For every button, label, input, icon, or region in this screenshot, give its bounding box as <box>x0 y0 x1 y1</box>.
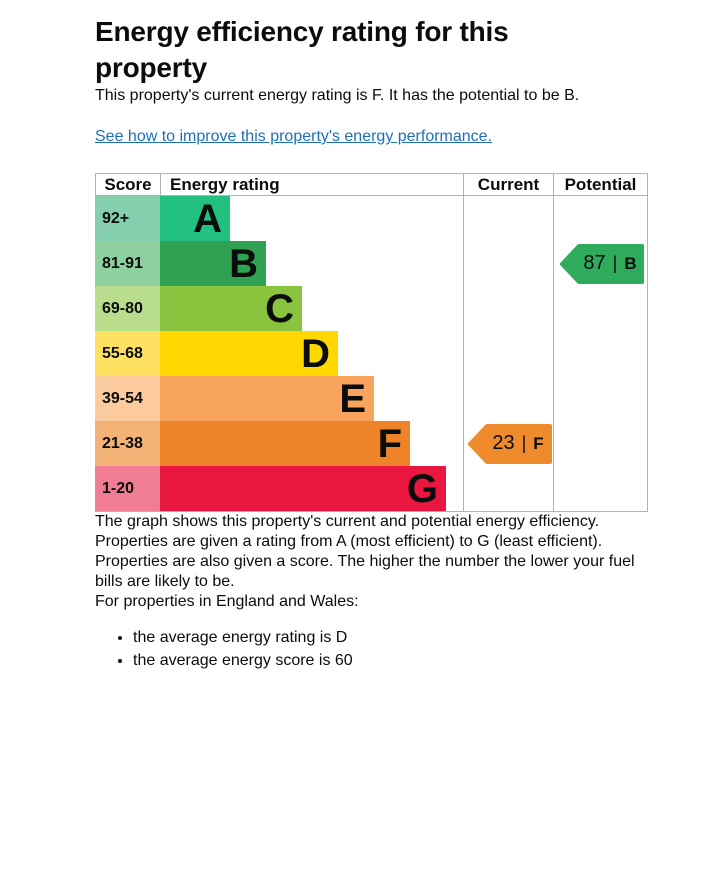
column-header-current: Current <box>463 173 553 196</box>
score-range-b: 81-91 <box>95 241 160 286</box>
current-cell-c <box>463 286 553 331</box>
rating-bar-a: A <box>160 196 230 241</box>
potential-rating-arrow: 87 | B <box>559 243 645 285</box>
rating-bar-b: B <box>160 241 266 286</box>
current-score-value: 23 <box>492 432 515 454</box>
rating-bar-cell-c: C <box>160 286 463 331</box>
rating-bar-cell-g: G <box>160 466 463 511</box>
score-range-a: 92+ <box>95 196 160 241</box>
current-rating-arrow: 23 | F <box>467 423 553 465</box>
score-range-g: 1-20 <box>95 466 160 511</box>
current-cell-f: 23 | F <box>463 421 553 466</box>
rating-bar-cell-b: B <box>160 241 463 286</box>
page-content: Energy efficiency rating for this proper… <box>0 0 650 702</box>
column-header-score: Score <box>95 173 160 196</box>
current-arrow-shape <box>468 423 552 464</box>
current-divider: | <box>521 433 527 453</box>
potential-score-value: 87 <box>583 252 606 274</box>
potential-arrow-shape <box>560 243 644 284</box>
current-cell-g <box>463 466 553 511</box>
score-range-e: 39-54 <box>95 376 160 421</box>
rating-bar-cell-a: A <box>160 196 463 241</box>
current-arrow-label: 23 | F <box>485 423 551 465</box>
averages-list: the average energy rating is D the avera… <box>95 626 650 672</box>
england-wales-intro-text: For properties in England and Wales: <box>95 593 359 610</box>
current-band-letter: F <box>533 433 544 453</box>
improve-performance-link[interactable]: See how to improve this property's energ… <box>95 128 493 145</box>
potential-band-letter: B <box>624 253 637 273</box>
average-rating-item: the average energy rating is D <box>133 626 650 649</box>
intro-text: This property's current energy rating is… <box>95 87 580 104</box>
score-range-c: 69-80 <box>95 286 160 331</box>
rating-bar-cell-e: E <box>160 376 463 421</box>
potential-cell-f <box>553 421 648 466</box>
potential-cell-d <box>553 331 648 376</box>
epc-rating-chart: Score Energy rating Current Potential 92… <box>95 173 648 512</box>
column-header-potential: Potential <box>553 173 648 196</box>
graph-explainer-text: The graph shows this property's current … <box>95 513 600 530</box>
rating-bar-f: F <box>160 421 410 466</box>
rating-bar-cell-d: D <box>160 331 463 376</box>
potential-divider: | <box>612 253 618 273</box>
potential-cell-g <box>553 466 648 511</box>
potential-cell-e <box>553 376 648 421</box>
current-cell-b <box>463 241 553 286</box>
score-range-f: 21-38 <box>95 421 160 466</box>
rating-letter-c: C <box>265 286 294 331</box>
column-header-energy-rating: Energy rating <box>160 173 463 196</box>
rating-bar-d: D <box>160 331 338 376</box>
rating-bar-e: E <box>160 376 374 421</box>
rating-bar-c: C <box>160 286 302 331</box>
rating-letter-d: D <box>301 331 330 376</box>
potential-cell-c <box>553 286 648 331</box>
rating-letter-e: E <box>339 376 366 421</box>
potential-arrow-label: 87 | B <box>577 243 643 285</box>
rating-letter-b: B <box>229 241 258 286</box>
average-score-item: the average energy score is 60 <box>133 649 650 672</box>
current-cell-d <box>463 331 553 376</box>
score-explainer-text: Properties are also given a score. The h… <box>95 553 635 590</box>
current-cell-e <box>463 376 553 421</box>
rating-letter-g: G <box>406 466 438 511</box>
rating-bar-cell-f: F <box>160 421 463 466</box>
rating-explainer-text: Properties are given a rating from A (mo… <box>95 533 603 550</box>
potential-cell-b: 87 | B <box>553 241 648 286</box>
rating-bar-g: G <box>160 466 446 511</box>
page-title: Energy efficiency rating for this proper… <box>95 16 509 83</box>
rating-letter-a: A <box>193 196 222 241</box>
potential-cell-a <box>553 196 648 241</box>
current-cell-a <box>463 196 553 241</box>
rating-letter-f: F <box>377 421 402 466</box>
score-range-d: 55-68 <box>95 331 160 376</box>
